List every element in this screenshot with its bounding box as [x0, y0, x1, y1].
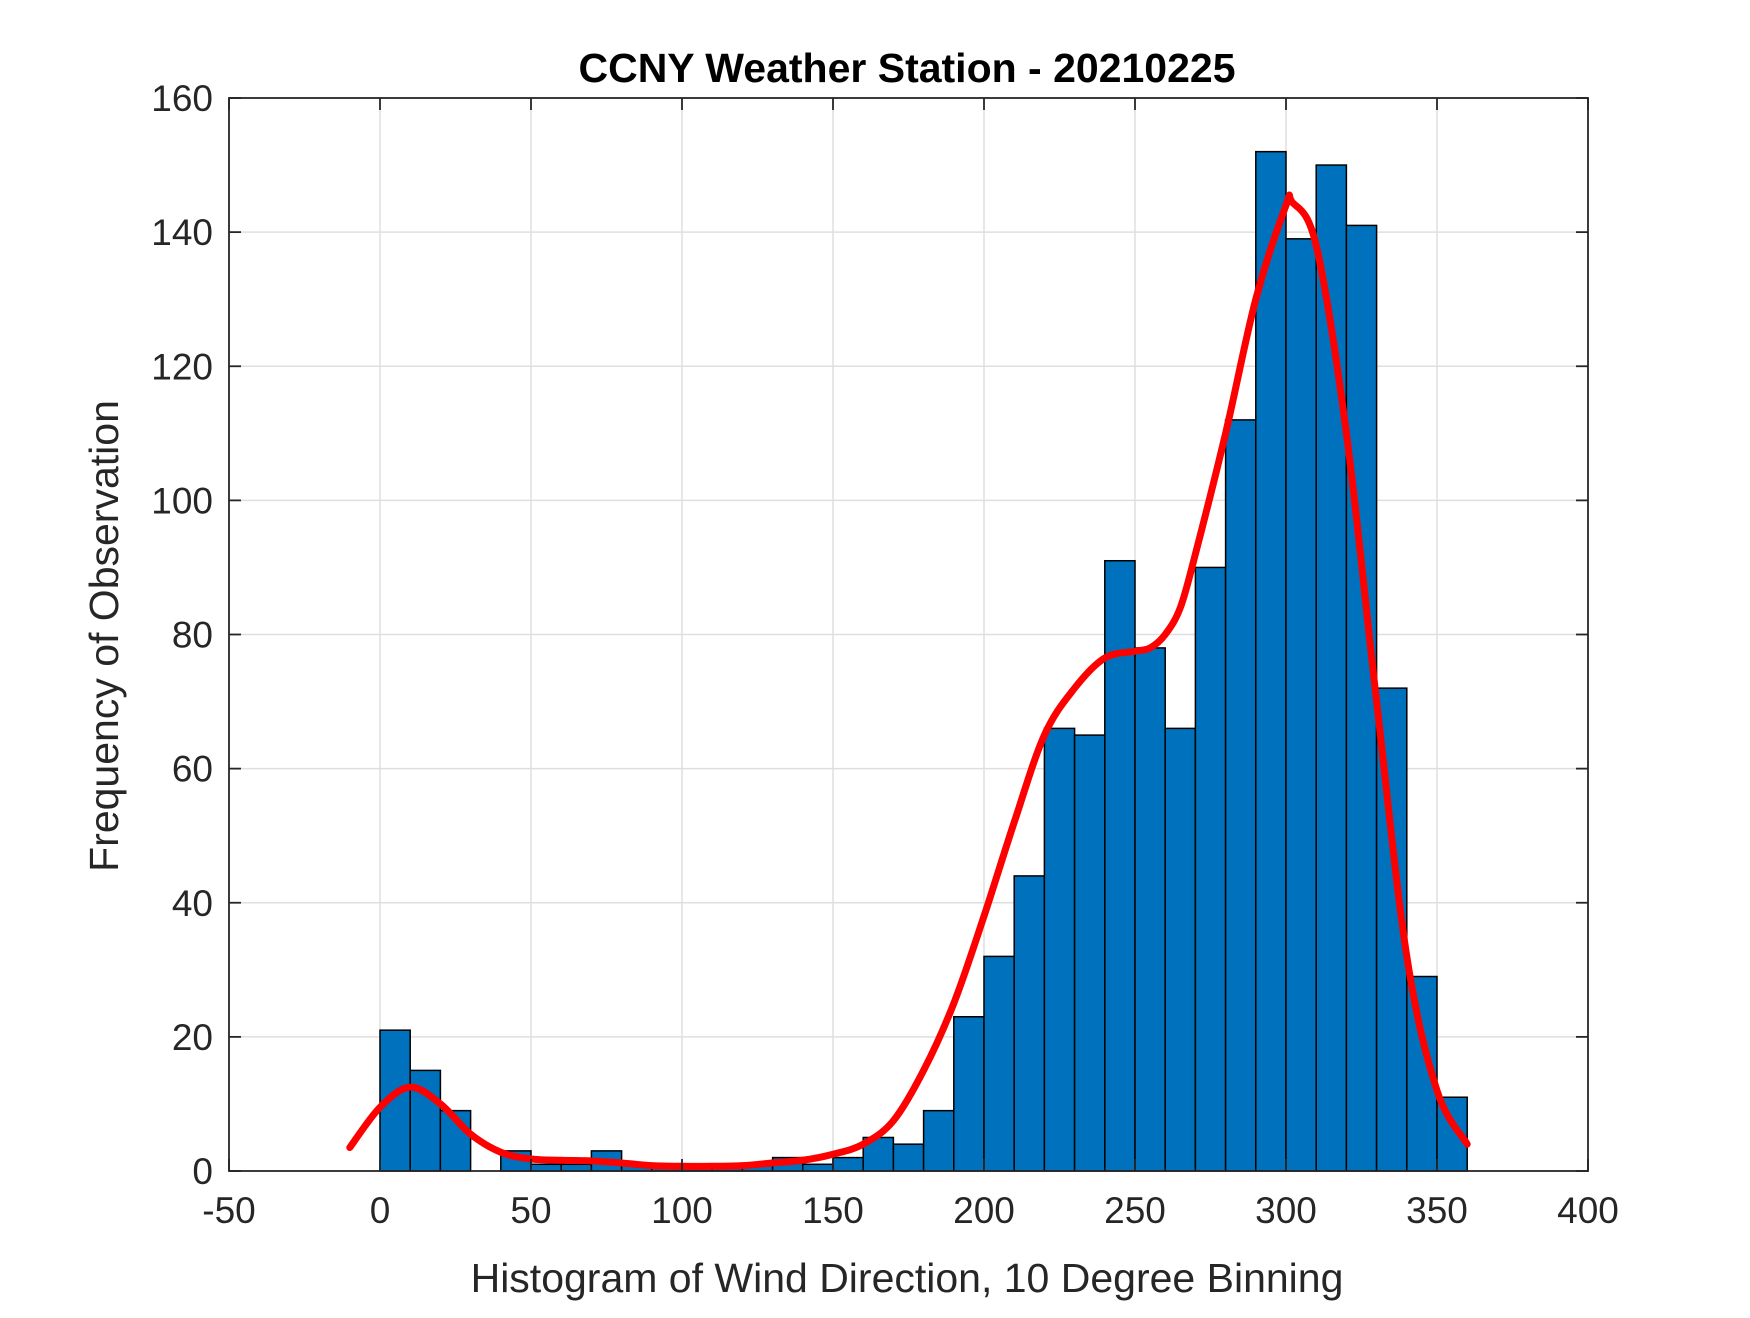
x-tick-label: 400: [1557, 1190, 1619, 1231]
histogram-bar: [1345, 224, 1378, 1172]
histogram-bar: [530, 1163, 562, 1172]
x-tick-label: 100: [651, 1190, 713, 1231]
histogram-bar: [1224, 419, 1257, 1172]
histogram-bars: [379, 150, 1468, 1172]
x-tick-label: 0: [370, 1190, 391, 1231]
fit-curve-layer: [346, 191, 1471, 1170]
x-tick-label: 250: [1104, 1190, 1166, 1231]
axes: [228, 97, 1589, 1172]
fit-curve: [346, 191, 1471, 1170]
y-tick-label: 80: [172, 615, 213, 656]
x-tick-labels: -50 0 50 100 150 200 250 300 350 400: [202, 1190, 1619, 1231]
histogram-bar: [802, 1163, 834, 1172]
x-tick-label: -50: [202, 1190, 255, 1231]
x-tick-label: 50: [510, 1190, 551, 1231]
x-tick-label: 200: [953, 1190, 1015, 1231]
y-tick-label: 60: [172, 749, 213, 790]
x-tick-label: 350: [1406, 1190, 1468, 1231]
histogram-bar: [922, 1109, 955, 1172]
histogram-bar: [892, 1143, 925, 1172]
histogram-bar: [1194, 566, 1227, 1172]
x-axis-label: Histogram of Wind Direction, 10 Degree B…: [471, 1255, 1344, 1301]
histogram-bar: [1013, 875, 1046, 1172]
histogram-bar: [953, 1016, 985, 1172]
histogram-bar: [1104, 559, 1136, 1172]
histogram-bar: [1285, 238, 1317, 1172]
y-tick-label: 20: [172, 1017, 213, 1058]
y-axis-label: Frequency of Observation: [81, 400, 127, 872]
histogram-bar: [560, 1163, 593, 1172]
y-tick-label: 160: [151, 78, 213, 119]
histogram-bar: [832, 1156, 864, 1172]
histogram-bar: [1073, 734, 1106, 1172]
chart-title: CCNY Weather Station - 20210225: [578, 45, 1235, 91]
histogram-bar: [1164, 727, 1197, 1172]
histogram-bar: [1255, 150, 1287, 1172]
histogram-bar: [1134, 647, 1166, 1172]
histogram-bar: [983, 955, 1015, 1172]
y-tick-labels: 0 20 40 60 80 100 120 140 160: [151, 78, 213, 1192]
y-tick-label: 120: [151, 346, 213, 387]
x-tick-label: 150: [802, 1190, 864, 1231]
histogram-bar: [1043, 727, 1076, 1172]
y-tick-label: 0: [192, 1151, 213, 1192]
y-tick-label: 100: [151, 480, 213, 521]
y-tick-label: 40: [172, 883, 213, 924]
y-tick-label: 140: [151, 212, 213, 253]
x-tick-label: 300: [1255, 1190, 1317, 1231]
